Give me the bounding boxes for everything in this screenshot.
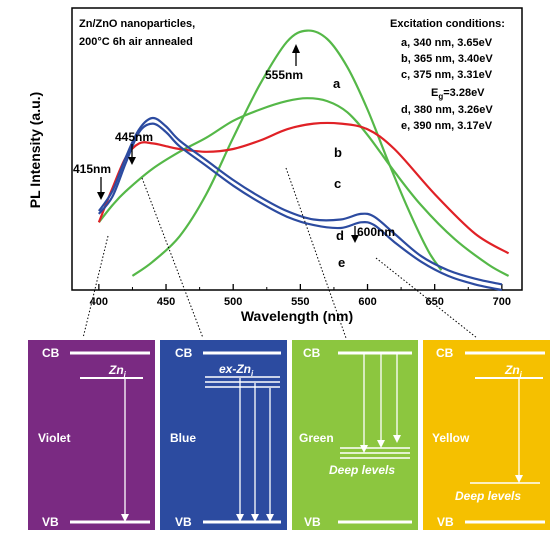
emission-label: Violet bbox=[38, 431, 70, 445]
panel-yellow-bg bbox=[423, 340, 550, 530]
connector-violet bbox=[82, 235, 109, 339]
emission-label: Green bbox=[299, 431, 334, 445]
transition-arrowhead-2 bbox=[251, 514, 259, 522]
excitation-d: d, 380 nm, 3.26eV bbox=[401, 104, 493, 116]
x-tick-label: 400 bbox=[90, 296, 108, 308]
series-line-b bbox=[98, 97, 510, 277]
connector-yellow bbox=[375, 257, 478, 339]
connector-blue bbox=[141, 177, 204, 339]
sample-note-line1: Zn/ZnO nanoparticles, bbox=[79, 18, 195, 30]
panel-green: CB Deep levels Green VB bbox=[292, 340, 418, 530]
emission-label: Yellow bbox=[432, 431, 470, 445]
x-tick-label: 650 bbox=[426, 296, 444, 308]
x-axis-ticks: 400 450 500 550 600 650 700 bbox=[90, 284, 511, 308]
excitation-legend: Excitation conditions: a, 340 nm, 3.65eV… bbox=[390, 18, 505, 132]
panel-violet: CB Zni Violet VB bbox=[28, 340, 155, 530]
peak-label-445: 445nm bbox=[115, 130, 153, 144]
cb-label: CB bbox=[42, 346, 60, 360]
peak-arrowhead-415 bbox=[97, 192, 105, 200]
peak-label-555: 555nm bbox=[265, 68, 303, 82]
deep-levels-label: Deep levels bbox=[455, 489, 521, 503]
transition-arrowhead-1 bbox=[360, 445, 368, 453]
x-tick-label: 600 bbox=[358, 296, 376, 308]
x-tick-label: 550 bbox=[291, 296, 309, 308]
level-label-zni: Zni bbox=[108, 363, 127, 379]
curve-label-c: c bbox=[334, 176, 341, 191]
excitation-e: e, 390 nm, 3.17eV bbox=[401, 120, 493, 132]
vb-label: VB bbox=[42, 515, 59, 529]
transition-arrowhead-3 bbox=[266, 514, 274, 522]
peak-arrowhead-445 bbox=[128, 157, 136, 165]
transition-arrowhead-1 bbox=[236, 514, 244, 522]
vb-label: VB bbox=[304, 515, 321, 529]
series-line-a bbox=[131, 29, 443, 277]
plot-frame bbox=[71, 7, 523, 291]
level-label-zni: Zni bbox=[504, 363, 523, 379]
peak-label-415: 415nm bbox=[73, 162, 111, 176]
vb-label: VB bbox=[175, 515, 192, 529]
cb-label: CB bbox=[175, 346, 193, 360]
x-tick-label: 500 bbox=[224, 296, 242, 308]
cb-label: CB bbox=[436, 346, 454, 360]
connector-lines bbox=[82, 167, 478, 339]
peak-arrowhead-555 bbox=[292, 44, 300, 53]
level-label-ex-zni: ex-Zni bbox=[219, 362, 254, 378]
x-tick-label: 700 bbox=[493, 296, 511, 308]
peak-arrowhead-600 bbox=[351, 235, 359, 243]
y-axis-label: PL Intensity (a.u.) bbox=[27, 92, 43, 208]
sample-note-line2: 200°C 6h air annealed bbox=[79, 36, 193, 48]
transition-arrowhead bbox=[515, 475, 523, 483]
transition-arrowhead-3 bbox=[393, 435, 401, 443]
cb-label: CB bbox=[303, 346, 321, 360]
curve-label-e: e bbox=[338, 255, 345, 270]
peak-label-600: 600nm bbox=[357, 225, 395, 239]
curve-label-a: a bbox=[333, 76, 341, 91]
panel-blue-bg bbox=[160, 340, 287, 530]
curve-label-b: b bbox=[334, 145, 342, 160]
emission-label: Blue bbox=[170, 431, 196, 445]
x-axis-label: Wavelength (nm) bbox=[241, 308, 353, 324]
vb-label: VB bbox=[437, 515, 454, 529]
excitation-b: b, 365 nm, 3.40eV bbox=[401, 53, 493, 65]
series-line-d bbox=[97, 116, 503, 286]
series-line-c bbox=[97, 121, 510, 255]
curve-label-d: d bbox=[336, 228, 344, 243]
x-tick-label: 450 bbox=[157, 296, 175, 308]
deep-levels-label: Deep levels bbox=[329, 463, 395, 477]
transition-arrowhead-2 bbox=[377, 440, 385, 448]
plot-area: 400 450 500 550 600 650 700 bbox=[71, 7, 523, 308]
transition-arrowhead bbox=[121, 514, 129, 522]
excitation-c: c, 375 nm, 3.31eV bbox=[401, 69, 493, 81]
bandgap-label: Eg=3.28eV bbox=[431, 87, 485, 101]
series-line-e bbox=[98, 122, 503, 292]
series-layer bbox=[97, 29, 510, 292]
excitation-a: a, 340 nm, 3.65eV bbox=[401, 37, 493, 49]
panel-yellow: CB Zni Deep levels Yellow VB bbox=[423, 340, 550, 530]
excitation-title: Excitation conditions: bbox=[390, 18, 505, 30]
panel-violet-bg bbox=[28, 340, 155, 530]
panel-blue: CB ex-Zni Blue VB bbox=[160, 340, 287, 530]
